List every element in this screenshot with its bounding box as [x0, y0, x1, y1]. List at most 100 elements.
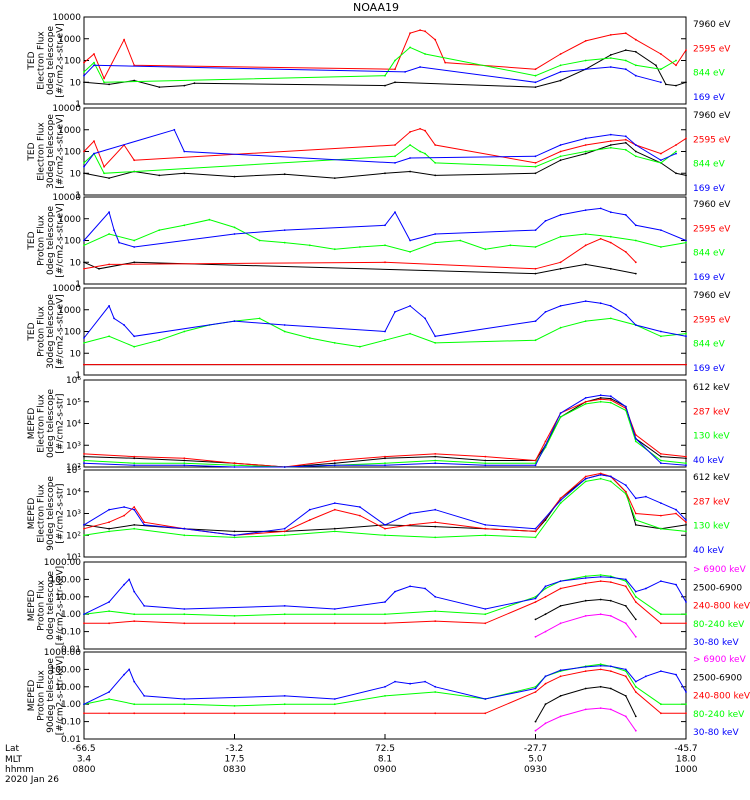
- data-point: [333, 177, 336, 180]
- data-point: [609, 399, 612, 401]
- y-axis-label: TEDProton Flux30deg telescope[#/cm2-s-st…: [27, 294, 66, 369]
- data-point: [83, 261, 85, 264]
- data-point: [133, 508, 136, 511]
- data-point: [333, 459, 336, 462]
- data-point: [233, 536, 236, 539]
- data-point: [183, 459, 186, 462]
- data-point: [609, 133, 612, 136]
- data-point: [559, 261, 562, 264]
- data-point: [634, 590, 637, 593]
- data-point: [359, 345, 361, 348]
- data-point: [544, 722, 547, 725]
- panel-frame: [83, 561, 687, 650]
- data-point: [559, 326, 562, 329]
- data-point: [133, 620, 136, 622]
- data-point: [634, 595, 637, 598]
- data-point: [685, 712, 687, 715]
- data-point: [183, 622, 186, 625]
- data-point: [83, 534, 85, 537]
- data-point: [609, 34, 612, 36]
- legend-entry: 2595 eV: [693, 224, 731, 234]
- data-point: [108, 610, 110, 612]
- series-line: [83, 472, 687, 536]
- data-point: [123, 583, 125, 586]
- legend-entry: 2500-6900: [693, 673, 742, 683]
- legend-entry: 2500-6900: [693, 583, 742, 593]
- data-point: [559, 715, 562, 718]
- data-point: [559, 580, 562, 582]
- footer-date: 2020 Jan 26: [5, 775, 59, 785]
- data-point: [584, 666, 587, 668]
- data-point: [544, 587, 547, 590]
- data-point: [233, 466, 236, 468]
- data-point: [83, 172, 85, 175]
- data-point: [660, 514, 662, 517]
- data-point: [609, 480, 612, 483]
- y-axis-label: TEDElectron Flux30deg telescope[#/cm2-s-…: [27, 114, 66, 189]
- data-point: [359, 506, 361, 508]
- y-axis-label-line: 0deg telescope: [46, 571, 56, 641]
- data-point: [609, 475, 612, 478]
- data-point: [534, 74, 537, 77]
- y-tick-label: 1000: [58, 35, 81, 45]
- y-tick-label: 10¹: [66, 553, 81, 563]
- data-point: [183, 527, 186, 530]
- y-axis-label-line: MEPED: [27, 590, 37, 622]
- data-point: [333, 342, 336, 344]
- data-point: [675, 59, 677, 62]
- data-point: [544, 613, 547, 616]
- data-point: [584, 403, 587, 405]
- y-axis-label-line: Proton Flux: [37, 215, 47, 266]
- legend-entry: 80-240 keV: [693, 710, 745, 720]
- data-point: [384, 613, 386, 616]
- data-point: [584, 152, 587, 155]
- data-point: [660, 246, 662, 248]
- data-point: [624, 141, 627, 144]
- data-point: [434, 685, 437, 688]
- data-point: [409, 239, 411, 242]
- data-point: [108, 83, 110, 86]
- data-point: [83, 165, 85, 168]
- y-tick-label: 100: [64, 328, 81, 338]
- y-tick-label: 1.00: [61, 700, 81, 710]
- data-point: [559, 53, 562, 55]
- legend-entry: 169 eV: [693, 364, 726, 374]
- data-point: [83, 61, 85, 64]
- data-point: [675, 152, 677, 155]
- data-point: [544, 311, 547, 313]
- data-point: [133, 527, 136, 530]
- data-point: [183, 608, 186, 610]
- data-point: [434, 521, 437, 524]
- data-point: [83, 162, 85, 164]
- data-point: [599, 472, 602, 475]
- data-point: [434, 610, 437, 612]
- data-point: [83, 712, 85, 715]
- data-point: [660, 229, 662, 232]
- y-axis-label-line: [#/cm2-s-str-eV]: [56, 294, 66, 369]
- data-point: [534, 687, 537, 690]
- data-point: [108, 521, 110, 524]
- data-point: [333, 464, 336, 467]
- series-line: [83, 29, 687, 80]
- data-point: [624, 493, 627, 495]
- data-point: [624, 605, 627, 607]
- data-point: [333, 508, 336, 511]
- data-point: [685, 613, 687, 616]
- data-point: [584, 480, 587, 483]
- data-point: [660, 613, 662, 616]
- data-point: [133, 524, 136, 526]
- data-point: [685, 335, 687, 338]
- y-axis-label-line: Proton Flux: [37, 306, 47, 357]
- data-point: [534, 597, 537, 600]
- data-point: [283, 622, 286, 625]
- data-point: [675, 150, 677, 153]
- data-point: [534, 267, 537, 270]
- data-point: [559, 675, 562, 678]
- y-tick-label: 10⁵: [66, 398, 81, 408]
- series-line: [83, 142, 687, 179]
- data-point: [624, 405, 627, 408]
- data-point: [634, 144, 637, 146]
- data-point: [534, 162, 537, 164]
- data-point: [404, 71, 406, 73]
- data-point: [424, 317, 426, 320]
